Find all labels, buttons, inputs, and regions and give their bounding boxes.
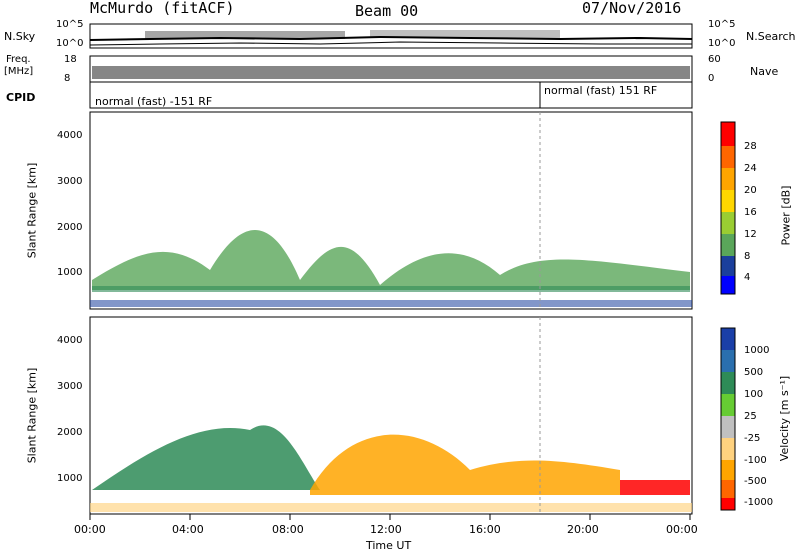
power-cbar-tick-12: 12 [744,229,757,240]
velocity-cbar-tick-25: 25 [744,411,757,422]
velocity-cbar-tick-1000: 1000 [744,345,770,356]
velocity-cbar-tick-500: 500 [744,367,764,378]
power-cbar-tick-8: 8 [744,251,751,262]
velocity-cbar-tick-neg1000: -1000 [744,497,774,508]
noise-right-tick-bottom: 10^0 [708,38,736,49]
power-colorbar [720,121,736,295]
velocity-cbar-tick-neg500: -500 [744,476,767,487]
xtick-1200: 12:00 [370,523,402,536]
noise-sky-line [89,41,692,46]
power-base-noise [90,300,692,307]
noise-left-tick-bottom: 10^0 [56,38,84,49]
xtick-0400: 04:00 [172,523,204,536]
xtick-2000: 20:00 [567,523,599,536]
cpid-segment-2: normal (fast) 151 RF [544,84,658,97]
velocity-cbar-tick-neg100: -100 [744,455,767,466]
velocity-colorbar [720,327,736,511]
noise-panel-frame [89,23,693,49]
noise-spikes [145,31,345,39]
velocity-ytick-1000: 1000 [57,473,83,484]
velocity-ytick-2000: 2000 [57,427,83,438]
cpid-segment-1: normal (fast) -151 RF [95,95,213,108]
velocity-cbar-tick-neg25: -25 [744,433,761,444]
xtick-2400: 00:00 [666,523,698,536]
power-cbar-tick-28: 28 [744,141,757,152]
station-title: McMurdo (fitACF) [90,0,235,17]
power-cbar-tick-4: 4 [744,272,751,283]
freq-left-tick-top: 18 [64,54,77,65]
noise-right-label: N.Search [746,30,796,43]
velocity-green-structures [92,425,320,490]
power-ytick-1000: 1000 [57,267,83,278]
nave-tick-top: 60 [708,54,721,65]
velocity-red-region [620,480,690,495]
velocity-base-noise [90,503,692,512]
noise-search-line [89,35,693,41]
noise-left-label: N.Sky [4,30,36,43]
xtick-0800: 08:00 [272,523,304,536]
power-cbar-tick-16: 16 [744,207,757,218]
freq-left-label-2: [MHz] [4,66,34,77]
power-ytick-2000: 2000 [57,222,83,233]
freq-dots [92,66,690,79]
freq-left-label-1: Freq. [6,54,31,65]
power-cbar-tick-20: 20 [744,185,757,196]
power-ytick-4000: 4000 [57,130,83,141]
nave-tick-bottom: 0 [708,73,715,84]
power-cbar-tick-24: 24 [744,163,757,174]
date-title: 07/Nov/2016 [582,0,682,17]
xtick-0000: 00:00 [74,523,106,536]
freq-left-tick-bottom: 8 [64,73,71,84]
nave-label: Nave [750,65,779,78]
velocity-cbar-tick-100: 100 [744,389,764,400]
power-low-band [92,286,690,292]
cpid-label: CPID [6,91,36,104]
velocity-orange-structures [310,434,620,495]
x-axis-label: Time UT [366,539,412,552]
noise-spikes-2 [370,30,560,38]
x-tick-marks [89,514,691,520]
velocity-ytick-3000: 3000 [57,381,83,392]
noise-right-tick-top: 10^5 [708,19,736,30]
noise-left-tick-top: 10^5 [56,19,84,30]
cpid-panel-frame [89,81,693,109]
beam-title: Beam 00 [355,2,419,20]
velocity-ytick-4000: 4000 [57,335,83,346]
power-ytick-3000: 3000 [57,176,83,187]
xtick-1600: 16:00 [469,523,501,536]
